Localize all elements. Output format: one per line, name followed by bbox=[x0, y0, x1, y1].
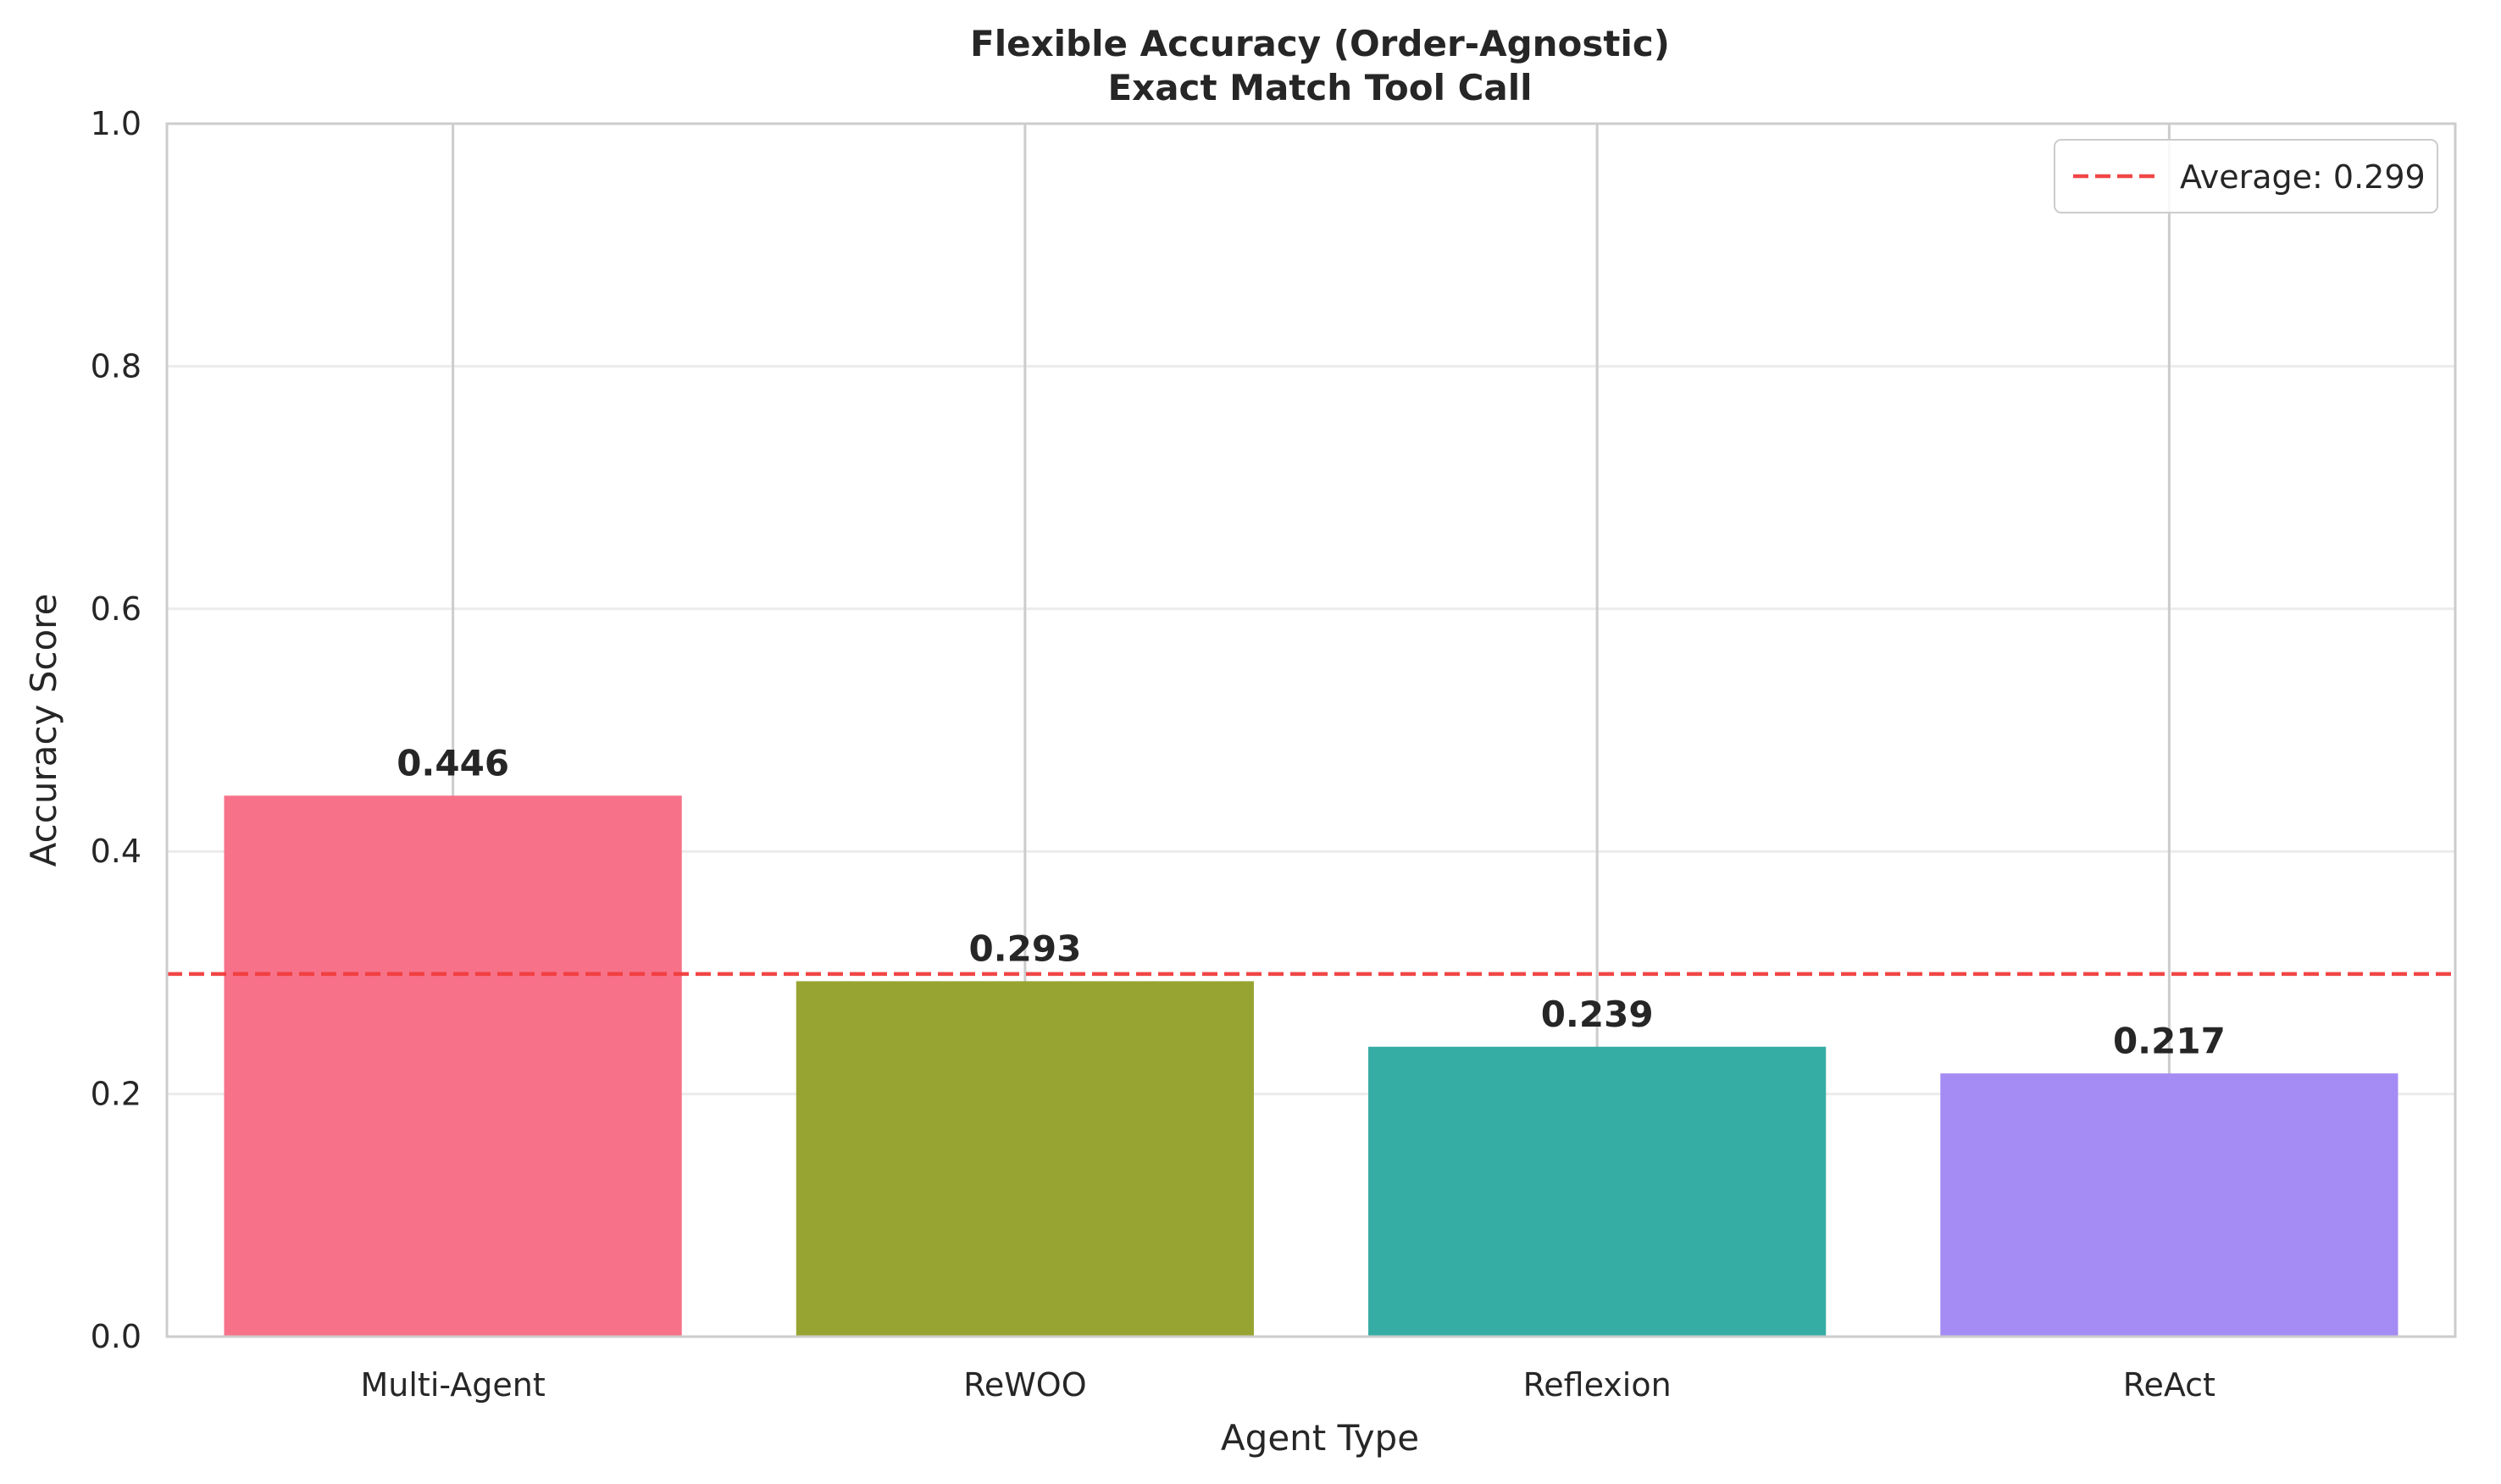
bar-reflexion bbox=[1368, 1046, 1827, 1337]
legend: Average: 0.299 bbox=[2054, 139, 2438, 213]
plot-frame bbox=[165, 122, 2457, 1338]
y-tick-label: 0.8 bbox=[91, 347, 141, 385]
bars-layer bbox=[224, 795, 2398, 1337]
y-tick-label: 0.2 bbox=[91, 1076, 141, 1113]
x-tick-label: Multi-Agent bbox=[361, 1366, 546, 1404]
y-tick-label: 1.0 bbox=[91, 105, 141, 142]
bar-value-label: 0.217 bbox=[2113, 1020, 2226, 1061]
x-axis-label: Agent Type bbox=[1221, 1417, 1419, 1459]
chart-title: Flexible Accuracy (Order-Agnostic) bbox=[970, 23, 1670, 64]
bar-value-label: 0.239 bbox=[1541, 994, 1654, 1035]
labels-layer: 0.446 0.293 0.239 0.217 bbox=[396, 742, 2226, 1061]
y-tick-label: 0.4 bbox=[91, 833, 141, 870]
bar-value-label: 0.446 bbox=[396, 742, 509, 784]
y-axis-label: Accuracy Score bbox=[23, 594, 64, 867]
legend-box bbox=[2054, 139, 2438, 213]
y-tick-label: 0.6 bbox=[91, 590, 141, 628]
bar-value-label: 0.293 bbox=[968, 928, 1081, 969]
x-tick-label: ReAct bbox=[2123, 1366, 2215, 1404]
bar-multi-agent bbox=[224, 795, 682, 1337]
bar-react bbox=[1940, 1073, 2398, 1337]
x-tick-label: ReWOO bbox=[963, 1366, 1086, 1404]
x-ticks: Multi-Agent ReWOO Reflexion ReAct bbox=[361, 1366, 2215, 1404]
y-ticks: 0.0 0.2 0.4 0.6 0.8 1.0 bbox=[91, 105, 141, 1355]
x-tick-label: Reflexion bbox=[1523, 1366, 1672, 1404]
chart-subtitle: Exact Match Tool Call bbox=[1107, 67, 1532, 108]
bar-rewoo bbox=[796, 981, 1254, 1337]
y-tick-label: 0.0 bbox=[91, 1318, 141, 1355]
legend-average-label: Average: 0.299 bbox=[2180, 158, 2426, 196]
